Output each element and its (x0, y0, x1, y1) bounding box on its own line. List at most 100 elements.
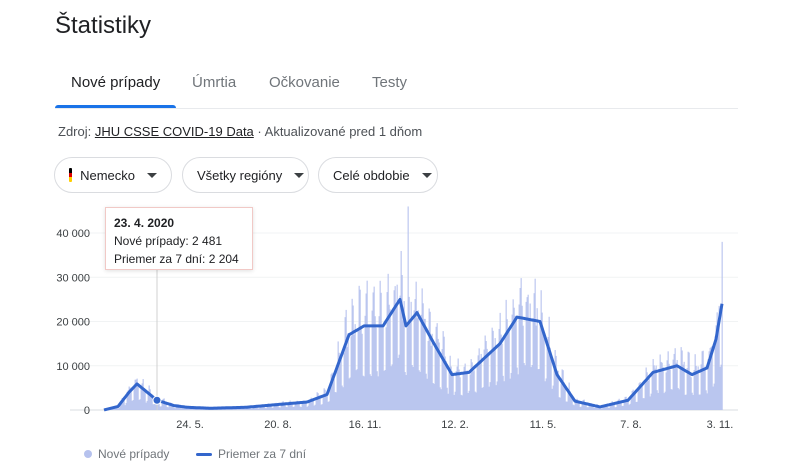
tab-new-cases[interactable]: Nové prípady (71, 74, 161, 91)
legend-item-7day-avg[interactable]: Priemer za 7 dní (196, 447, 306, 461)
bar-new-cases (484, 335, 486, 410)
bar-new-cases (425, 373, 427, 410)
bar-new-cases (572, 404, 574, 410)
bar-new-cases (608, 407, 610, 410)
bar-new-cases (171, 405, 173, 410)
region-filter[interactable]: Všetky regióny (182, 157, 309, 193)
country-filter[interactable]: Nemecko (54, 157, 172, 193)
bar-new-cases (411, 365, 413, 410)
bar-new-cases (648, 378, 650, 410)
bar-new-cases (674, 348, 676, 410)
bar-new-cases (173, 407, 175, 410)
bar-new-cases (677, 387, 679, 410)
bar-new-cases (588, 404, 590, 410)
bar-new-cases (257, 408, 259, 410)
period-filter-label: Celé obdobie (333, 167, 410, 183)
bar-new-cases (402, 320, 404, 410)
bar-new-cases (681, 350, 683, 410)
bar-new-cases (493, 346, 495, 410)
bar-new-cases (691, 392, 693, 410)
cases-chart[interactable]: 40 000 30 000 20 000 10 000 0 24. 5. 20. 8. 16… (0, 200, 800, 445)
tab-deaths[interactable]: Úmrtia (192, 74, 237, 91)
bar-new-cases (348, 378, 350, 410)
tab-vaccination[interactable]: Očkovanie (269, 74, 340, 91)
bar-new-cases (624, 396, 626, 410)
bar-new-cases (341, 385, 343, 410)
bar-new-cases (136, 378, 138, 410)
bar-new-cases (181, 408, 183, 410)
source-line: Zdroj: JHU CSSE COVID-19 Data · Aktualiz… (58, 124, 422, 139)
bar-new-cases (403, 301, 405, 410)
bar-new-cases (216, 409, 218, 410)
bar-new-cases (661, 362, 663, 410)
bar-new-cases (591, 404, 593, 410)
bar-new-cases (472, 371, 474, 410)
bar-new-cases (552, 385, 554, 410)
bar-new-cases (454, 391, 456, 410)
bar-new-cases (600, 408, 602, 410)
source-link[interactable]: JHU CSSE COVID-19 Data (94, 124, 254, 139)
bar-new-cases (344, 317, 346, 410)
bar-new-cases (293, 406, 295, 410)
bar-new-cases (584, 403, 586, 410)
bar-new-cases (545, 378, 547, 410)
tab-tests[interactable]: Testy (372, 74, 408, 91)
bar-new-cases (140, 387, 142, 410)
bar-new-cases (442, 331, 444, 410)
bar-new-cases (550, 357, 552, 410)
period-filter[interactable]: Celé obdobie (318, 157, 438, 193)
bar-new-cases (594, 407, 596, 410)
bar-new-cases (564, 388, 566, 410)
bar-new-cases (533, 293, 535, 410)
bar-new-cases (690, 377, 692, 410)
bar-new-cases (170, 402, 172, 410)
bar-new-cases (324, 389, 326, 410)
tooltip-new-cases: Nové prípady: 2 481 (114, 234, 223, 248)
legend-item-new-cases[interactable]: Nové prípady (84, 447, 169, 461)
bar-new-cases (215, 409, 217, 410)
bar-new-cases (236, 409, 238, 410)
bar-new-cases (144, 390, 146, 410)
bar-new-cases (316, 392, 318, 410)
bar-new-cases (525, 301, 527, 410)
bar-new-cases (407, 206, 409, 410)
bar-new-cases (299, 406, 301, 410)
germany-flag-icon (69, 168, 73, 182)
bar-new-cases (353, 334, 355, 410)
legend-label-7day-avg: Priemer za 7 dní (218, 447, 307, 461)
bar-new-cases (480, 353, 482, 410)
bar-new-cases (499, 312, 501, 410)
x-tick-label: 3. 11. (707, 419, 734, 431)
bar-new-cases (477, 355, 479, 410)
bar-new-cases (433, 383, 435, 410)
bar-new-cases (336, 364, 338, 410)
bar-new-cases (589, 403, 591, 410)
bar-new-cases (462, 373, 464, 410)
bar-new-cases (509, 378, 511, 410)
bar-new-cases (292, 407, 294, 410)
bar-new-cases (619, 401, 621, 410)
bar-new-cases (310, 397, 312, 410)
bar-new-cases (350, 336, 352, 410)
bar-new-cases (521, 305, 523, 410)
bar-new-cases (117, 408, 119, 410)
chart-tooltip: 23. 4. 2020 Nové prípady: 2 481 Priemer … (105, 207, 253, 270)
bar-new-cases (530, 367, 532, 410)
bar-new-cases (428, 308, 430, 410)
y-tick-label: 0 (84, 405, 90, 417)
bar-new-cases (286, 407, 288, 410)
source-prefix: Zdroj: (58, 124, 92, 139)
bar-new-cases (502, 375, 504, 410)
bar-new-cases (273, 403, 275, 410)
bar-new-cases (354, 324, 356, 410)
updated-text: · Aktualizované pred 1 dňom (257, 124, 423, 139)
bar-new-cases (718, 305, 720, 410)
bar-new-cases (456, 366, 458, 410)
bar-new-cases (443, 336, 445, 410)
bar-new-cases (134, 379, 136, 410)
bar-new-cases (628, 404, 630, 410)
bar-new-cases (714, 336, 716, 410)
bar-new-cases (377, 376, 379, 410)
bar-new-cases (313, 405, 315, 410)
bar-new-cases (417, 310, 419, 410)
